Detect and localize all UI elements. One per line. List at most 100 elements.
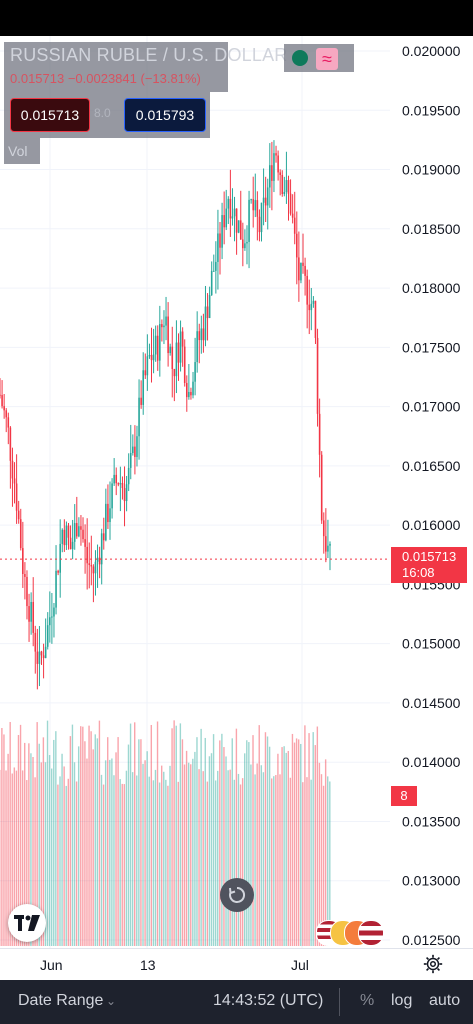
tradingview-logo-icon [14,915,40,931]
price-tick-label: 0.019000 [402,162,461,178]
volume-bar [117,737,119,946]
time-axis[interactable]: Jun 13 Jul [0,948,473,981]
chevron-down-icon[interactable]: ⌄ [106,994,117,1008]
candle [100,528,103,585]
volume-bar [40,762,43,946]
price-chart[interactable]: 0.020000 0.019500 0.019000 0.018500 0.018000… [0,36,473,948]
tradingview-logo[interactable] [8,904,46,942]
bottom-toolbar: Date Range ⌄ 14:43:52 (UTC) % log auto [0,980,473,1024]
volume-bar [241,778,244,946]
volume-bar [125,770,128,946]
volume-bar [38,743,40,946]
candle [109,481,111,540]
candle [277,150,279,181]
volume-bar [88,725,90,946]
candle [142,352,145,415]
date-range-button[interactable]: Date Range [18,992,104,1009]
candle [94,550,97,596]
volume-bar [225,756,227,946]
volume-bar [24,742,26,946]
volume-bar [129,723,132,946]
candle [107,484,109,529]
candle [30,592,32,635]
percent-scale-button[interactable]: % [360,992,375,1009]
volume-bar [107,737,109,946]
volume-bar [134,722,136,946]
utc-clock[interactable]: 14:43:52 (UTC) [213,992,324,1009]
log-scale-button[interactable]: log [391,992,413,1009]
candle [258,209,261,242]
price-tick-label: 0.019500 [402,102,461,118]
candle [196,311,198,373]
candle [264,176,267,223]
volume-bar [314,745,316,946]
candle [287,175,290,221]
candle [198,323,201,364]
candle [320,451,323,524]
volume-bar [252,735,254,946]
volume-bar [206,781,209,946]
volume-bar [302,782,304,946]
volume-bar [80,726,82,946]
candle [44,618,47,659]
sell-button[interactable]: 0.015713 [10,98,90,132]
candle [17,500,20,524]
volume-bar [279,774,281,946]
volume-bar [266,736,269,946]
volume-bar [256,763,258,946]
candle [63,519,66,552]
volume-bar [295,738,298,946]
reset-chart-button[interactable] [220,878,254,912]
symbol-box[interactable]: RUSSIAN RUBLE / U.S. DOLLAR 0.015713 −0.… [4,42,287,92]
wave-icon[interactable]: ≈ [316,48,338,70]
candle [246,225,248,265]
volume-bar [102,784,105,946]
candle [289,179,292,216]
candle [90,535,93,586]
candle [78,517,80,538]
volume-bar [316,726,319,946]
candle [159,305,161,377]
candle [223,191,225,245]
volume-legend[interactable]: Vol [4,138,40,164]
price-axis[interactable]: 0.020000 0.019500 0.019000 0.018500 0.018000… [402,43,461,948]
candle [127,453,130,492]
symbol-title[interactable]: RUSSIAN RUBLE / U.S. DOLLAR [10,45,288,65]
candle [169,343,171,356]
volume-bar [28,743,30,946]
volume-tag: 8 [391,786,417,806]
buy-button[interactable]: 0.015793 [124,98,206,132]
candle [219,222,221,275]
economic-events[interactable] [316,920,386,946]
volume-bar [254,774,256,946]
volume-bar [100,774,103,946]
candle [252,176,255,228]
candle [206,293,209,341]
candle [125,475,128,512]
volume-bar [171,728,173,946]
flag-icon[interactable] [358,920,384,946]
candle [322,512,325,554]
auto-scale-button[interactable]: auto [429,992,461,1009]
volume-bar [192,758,194,946]
candle [192,371,194,399]
volume-bar [92,749,94,946]
candle [237,220,240,234]
volume-bar [142,763,144,946]
price-tick-label: 0.013500 [402,813,461,829]
volume-bar [281,747,283,946]
volume-bar [154,769,157,946]
volume-bar [327,776,329,946]
candle [262,168,265,226]
candle [75,496,78,539]
price-tick-label: 0.014500 [402,695,461,711]
chart-area[interactable]: 0.020000 0.019500 0.019000 0.018500 0.018000… [0,36,473,948]
gear-icon[interactable] [422,953,444,975]
symbol-toggle[interactable]: ≈ [284,44,354,72]
candle [217,209,219,290]
candle [15,454,18,524]
status-bar [0,0,473,36]
volume-bar [119,779,121,946]
volume-bar [144,760,146,946]
volume-bar [244,753,246,946]
